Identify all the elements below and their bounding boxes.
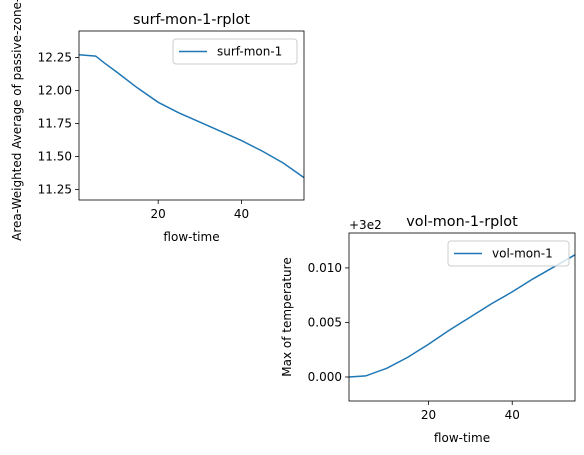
y-tick-label: 11.50: [38, 149, 72, 163]
chart-2: 20 40 0.000 0.005 0.010 +3e2 vol-mon-1-rplot fl…: [280, 214, 576, 445]
y-tick-label: 0.000: [308, 370, 342, 384]
chart-1: 20 40 11.25 11.50 11.75 12.00 12.25 surf-mon-1-…: [10, 0, 305, 244]
legend: surf-mon-1: [172, 38, 298, 65]
plot-frame: [348, 232, 576, 402]
plot-frame: [78, 30, 305, 201]
y-tick-label: 11.75: [38, 116, 72, 130]
legend: vol-mon-1: [447, 240, 570, 267]
legend-box: [172, 38, 298, 65]
y-axis-label: Max of temperature: [280, 257, 294, 376]
legend-box: [447, 240, 570, 267]
y-tick-label: 0.005: [308, 315, 342, 329]
x-tick-label: 40: [234, 207, 249, 221]
chart-title: vol-mon-1-rplot: [406, 214, 518, 230]
y-tick-label: 11.25: [38, 182, 72, 196]
x-axis-label: flow-time: [163, 230, 219, 244]
y-tick-label: 12.25: [38, 50, 72, 64]
y-axis-label: Area-Weighted Average of passive-zone-p: [10, 0, 24, 241]
x-axis-label: flow-time: [434, 431, 490, 445]
chart-title: surf-mon-1-rplot: [133, 12, 250, 28]
x-tick-label: 40: [505, 408, 520, 422]
y-tick-label: 12.00: [38, 83, 72, 97]
series-line-1: [78, 54, 305, 179]
y-tick-label: 0.010: [308, 261, 342, 275]
x-tick-label: 20: [421, 408, 436, 422]
series-line-1: [348, 254, 576, 378]
legend-label: surf-mon-1: [217, 45, 282, 59]
x-tick-label: 20: [151, 207, 166, 221]
y-offset-label: +3e2: [349, 218, 382, 232]
legend-label: vol-mon-1: [492, 247, 553, 261]
